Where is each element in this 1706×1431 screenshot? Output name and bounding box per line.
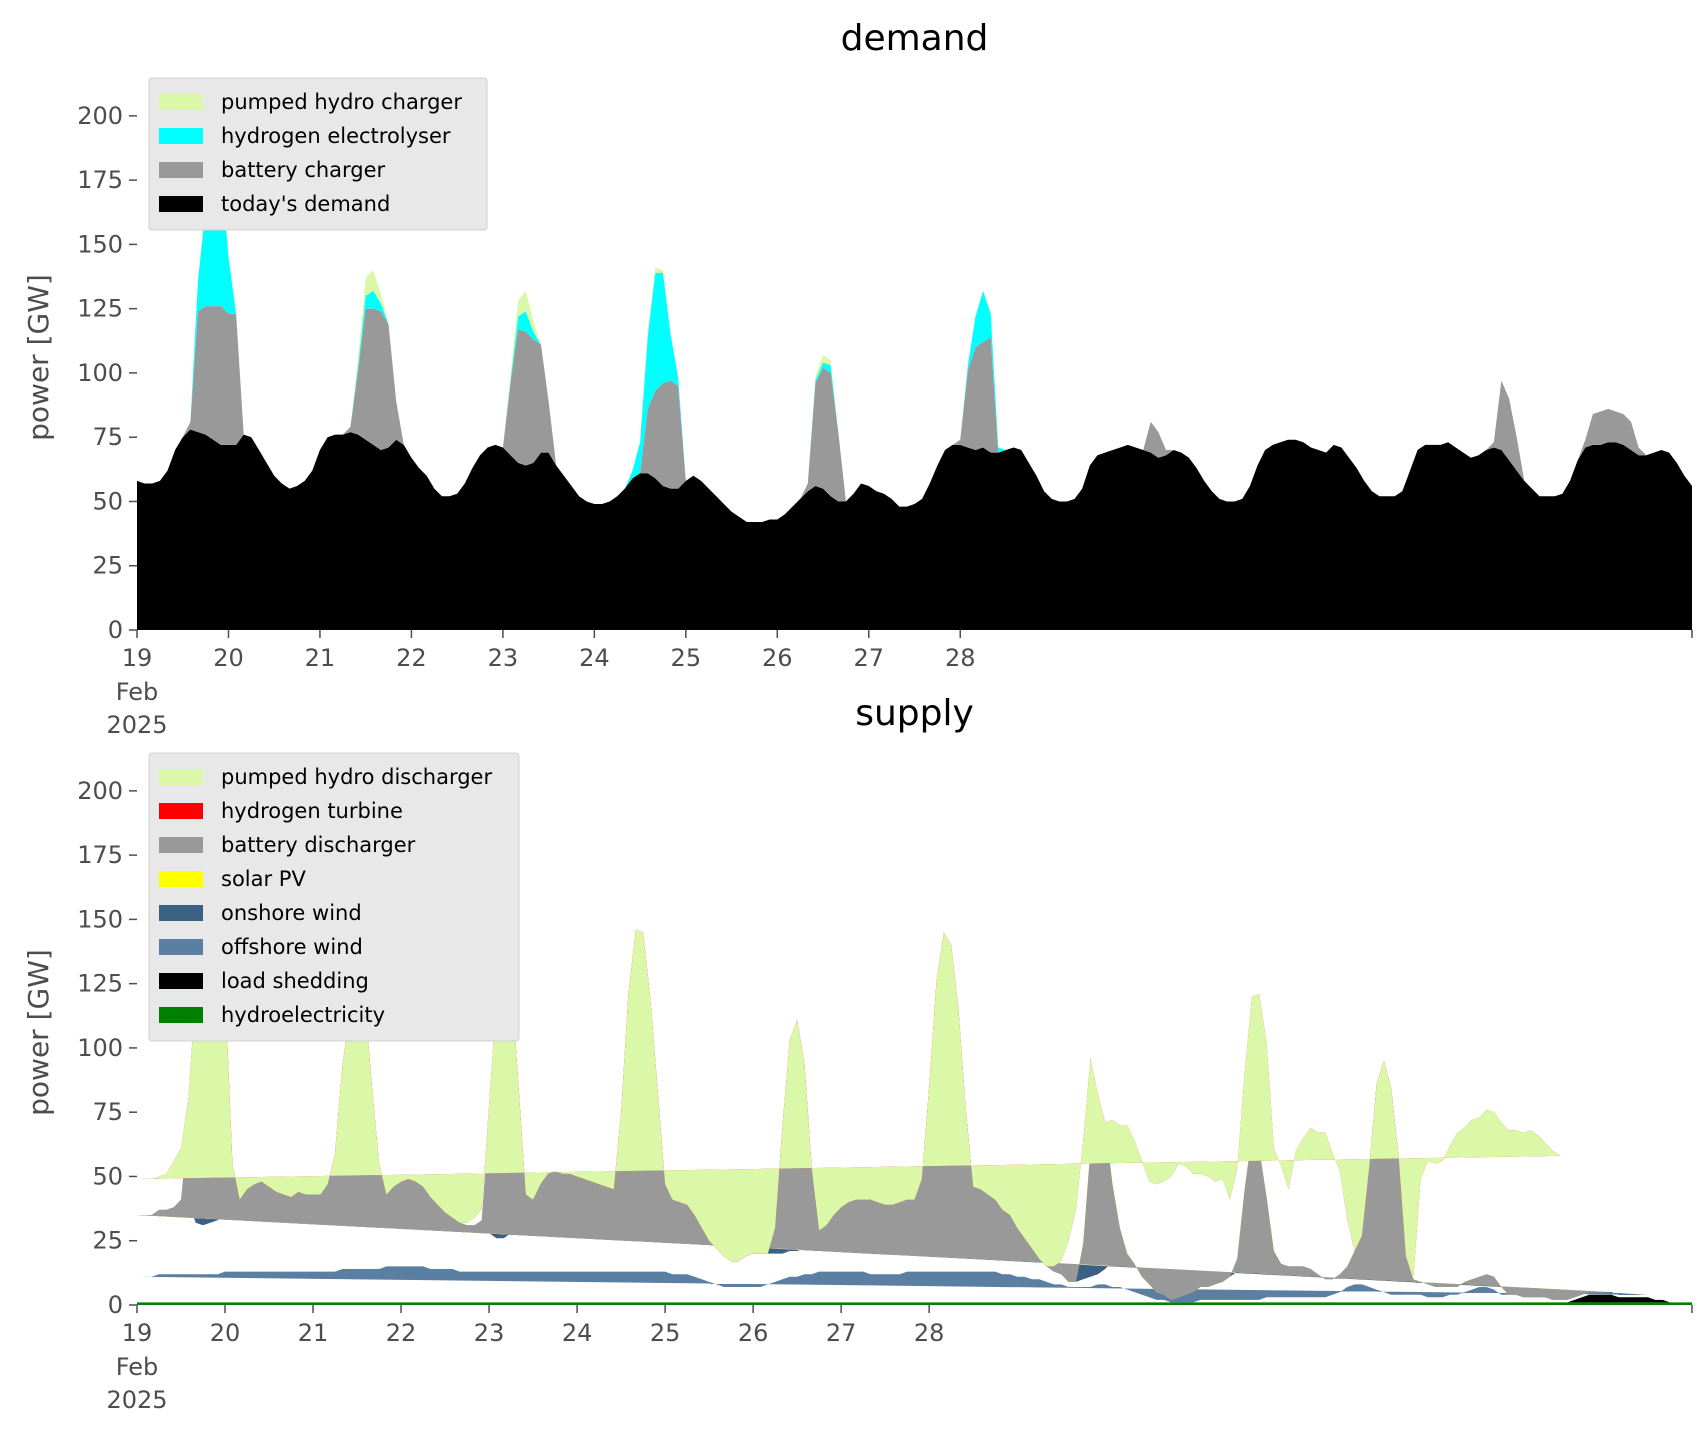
- y-tick-label: 100: [77, 1034, 123, 1062]
- y-tick-label: 175: [77, 841, 123, 869]
- y-tick-label: 25: [92, 1227, 123, 1255]
- x-tick-sublabel: 2025: [106, 711, 167, 739]
- x-tick-label: 23: [474, 1319, 505, 1347]
- x-tick-label: 27: [853, 644, 884, 672]
- y-tick-label: 100: [77, 359, 123, 387]
- legend: pumped hydro discharger hydrogen turbine b…: [148, 752, 520, 1042]
- x-tick-label: 28: [914, 1319, 945, 1347]
- panel-supply: supply power [GW] 0 25 50 75 100 125 150 175 200 19…: [22, 693, 1693, 1414]
- panel-demand: demand power [GW] 0 25 50 75 100 125 150 175 200 19…: [22, 18, 1693, 739]
- legend-swatch: [159, 128, 203, 144]
- x-tick-label: 25: [650, 1319, 681, 1347]
- y-axis-label: power [GW]: [22, 274, 55, 441]
- chart-title: supply: [855, 693, 974, 734]
- area-battery-discharger: [137, 811, 1612, 1300]
- x-tick-label: 21: [298, 1319, 329, 1347]
- legend-swatch: [159, 162, 203, 178]
- y-tick-label: 200: [77, 102, 123, 130]
- legend-swatch: [159, 94, 203, 110]
- y-tick-label: 150: [77, 230, 123, 258]
- y-tick-label: 125: [77, 295, 123, 323]
- x-tick-sublabel: Feb: [116, 678, 159, 706]
- legend-entry: offshore wind: [221, 935, 363, 959]
- x-tick-label: 20: [210, 1319, 241, 1347]
- y-tick-label: 50: [92, 1162, 123, 1190]
- area-offshore-wind: [137, 1266, 1648, 1303]
- legend-swatch: [159, 973, 203, 989]
- legend-entry: hydrogen electrolyser: [221, 124, 451, 148]
- x-tick-label: 23: [488, 644, 519, 672]
- x-tick-label: 19: [122, 1319, 153, 1347]
- x-tick-label: 22: [396, 644, 427, 672]
- legend-entry: pumped hydro discharger: [221, 765, 492, 789]
- x-tick-label: 27: [826, 1319, 857, 1347]
- x-tick-label: 28: [945, 644, 976, 672]
- area-load-shedding: [137, 1294, 1692, 1303]
- legend-swatch: [159, 939, 203, 955]
- x-tick-sublabel: Feb: [116, 1353, 159, 1381]
- legend-entry: onshore wind: [221, 901, 362, 925]
- legend-entry: hydrogen turbine: [221, 799, 403, 823]
- x-tick-label: 24: [579, 644, 610, 672]
- legend-entry: battery charger: [221, 158, 386, 182]
- legend-swatch: [159, 196, 203, 212]
- y-tick-label: 25: [92, 552, 123, 580]
- x-tick-label: 20: [213, 644, 244, 672]
- y-tick-label: 150: [77, 905, 123, 933]
- area-hydroelectricity: [137, 1302, 1692, 1305]
- y-tick-label: 125: [77, 970, 123, 998]
- y-tick-label: 0: [108, 616, 123, 644]
- y-axis-label: power [GW]: [22, 949, 55, 1116]
- y-tick-label: 175: [77, 166, 123, 194]
- legend-entry: solar PV: [221, 867, 306, 891]
- legend-entry: load shedding: [221, 969, 369, 993]
- y-tick-label: 0: [108, 1291, 123, 1319]
- x-tick-label: 26: [738, 1319, 769, 1347]
- legend-entry: today's demand: [221, 192, 390, 216]
- legend-box: [148, 752, 520, 1042]
- x-tick-label: 25: [671, 644, 702, 672]
- legend: pumped hydro charger hydrogen electrolyse…: [148, 77, 488, 231]
- legend-entry: hydroelectricity: [221, 1003, 385, 1027]
- area-today-s-demand: [137, 429, 1692, 630]
- legend-swatch: [159, 905, 203, 921]
- legend-swatch: [159, 871, 203, 887]
- legend-box: [148, 77, 488, 231]
- y-tick-label: 200: [77, 777, 123, 805]
- legend-entry: pumped hydro charger: [221, 90, 462, 114]
- chart-title: demand: [841, 18, 989, 59]
- area-battery-charger: [137, 306, 1692, 522]
- x-tick-sublabel: 2025: [106, 1386, 167, 1414]
- x-tick-label: 22: [386, 1319, 417, 1347]
- legend-swatch: [159, 1007, 203, 1023]
- y-tick-label: 75: [92, 423, 123, 451]
- area-pumped-hydro-discharger: [137, 811, 1560, 1280]
- x-tick-label: 21: [305, 644, 336, 672]
- x-tick-label: 26: [762, 644, 793, 672]
- x-tick-label: 24: [562, 1319, 593, 1347]
- y-tick-label: 50: [92, 487, 123, 515]
- legend-swatch: [159, 837, 203, 853]
- legend-swatch: [159, 769, 203, 785]
- legend-entry: battery discharger: [221, 833, 416, 857]
- y-tick-label: 75: [92, 1098, 123, 1126]
- x-tick-label: 19: [122, 644, 153, 672]
- legend-swatch: [159, 803, 203, 819]
